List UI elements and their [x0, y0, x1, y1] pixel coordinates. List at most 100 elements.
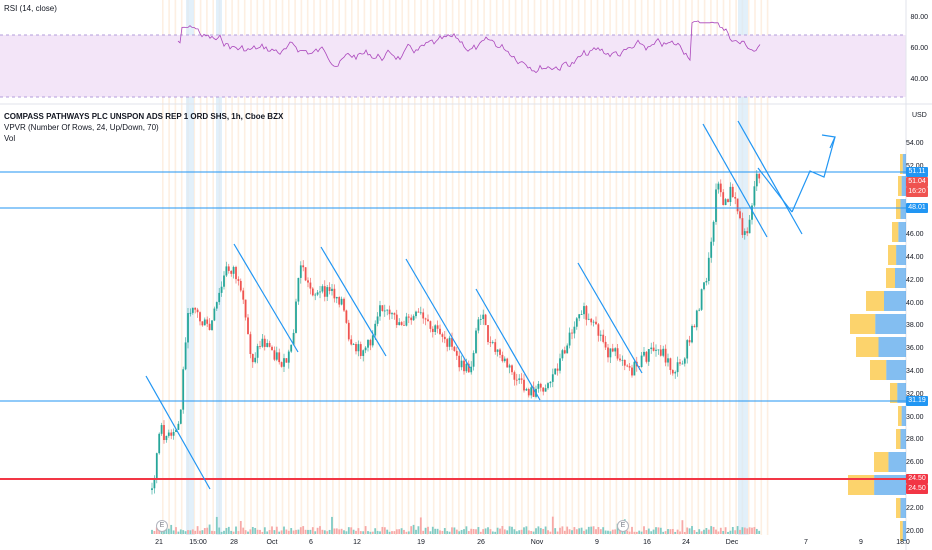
candle-body: [683, 358, 686, 364]
candle-body: [302, 265, 305, 268]
session-stripe: [489, 0, 492, 535]
volume-bar: [561, 526, 564, 534]
candle-body: [153, 477, 156, 489]
candle-body: [203, 319, 206, 326]
vpvr-row: [870, 360, 887, 380]
price-axis-label: 42.00: [906, 276, 924, 284]
candle-body: [299, 265, 302, 278]
trendline[interactable]: [145, 375, 211, 490]
session-stripe: [603, 0, 605, 535]
candle-body: [506, 358, 509, 368]
session-stripe: [262, 0, 265, 535]
candle-body: [518, 378, 521, 380]
rsi-legend[interactable]: RSI (14, close): [4, 4, 57, 13]
volume-bar: [328, 529, 331, 534]
candle-body: [566, 345, 569, 354]
session-stripe: [193, 0, 196, 535]
session-stripe: [565, 0, 567, 535]
candle-body: [638, 366, 641, 368]
session-stripe: [716, 0, 718, 535]
session-stripe: [351, 0, 353, 535]
vpvr-legend[interactable]: VPVR (Number Of Rows, 24, Up/Down, 70): [4, 123, 159, 132]
candle-body: [616, 348, 619, 359]
candle-body: [290, 344, 293, 352]
candle-body: [482, 314, 485, 320]
volume-bar: [715, 529, 717, 534]
candle-body: [626, 365, 629, 367]
earnings-event-icon[interactable]: E: [617, 520, 629, 532]
candle-body: [590, 318, 593, 323]
volume-bar: [729, 530, 732, 534]
volume-bar: [304, 529, 307, 534]
trendline[interactable]: [757, 167, 793, 213]
volume-legend[interactable]: Vol: [4, 134, 16, 143]
candle-body: [712, 221, 715, 242]
volume-bar: [177, 531, 180, 534]
volume-bar: [235, 526, 237, 534]
volume-bar: [448, 531, 451, 534]
projection-path[interactable]: [791, 136, 836, 213]
price-badge-resistance: 51.11: [906, 167, 928, 177]
candle-body: [292, 332, 295, 345]
trendline[interactable]: [320, 246, 387, 357]
volume-bar: [230, 530, 233, 534]
time-axis-label: 16: [643, 539, 651, 546]
volume-bar: [422, 530, 425, 534]
time-axis-label: 15:00: [189, 539, 207, 546]
session-stripe: [250, 0, 252, 535]
trendline[interactable]: [737, 120, 803, 235]
candle-body: [686, 340, 689, 359]
volume-bar: [698, 529, 701, 534]
volume-bar: [223, 530, 225, 534]
volume-bar: [297, 529, 300, 534]
candle-body: [189, 312, 192, 314]
volume-bar: [415, 529, 417, 534]
volume-bar: [237, 531, 240, 534]
trendline[interactable]: [475, 288, 541, 401]
vpvr-row: [875, 314, 906, 334]
currency-label[interactable]: USD: [912, 112, 927, 119]
volume-bar: [626, 530, 629, 534]
trendline[interactable]: [577, 262, 643, 374]
trendline[interactable]: [405, 258, 471, 369]
volume-bar: [331, 516, 333, 534]
candle-body: [424, 318, 427, 320]
candle-body: [285, 358, 288, 363]
candle-body: [532, 387, 535, 397]
volume-bar: [693, 530, 696, 534]
volume-bar: [472, 529, 475, 534]
time-axis-label: 12: [353, 539, 361, 546]
candle-body: [743, 231, 746, 235]
candle-body: [472, 352, 475, 367]
session-stripe: [256, 0, 259, 535]
volume-bar: [431, 526, 434, 534]
candle-body: [388, 309, 391, 315]
candles: [151, 169, 761, 495]
session-stripe: [533, 0, 536, 535]
volume-bar: [532, 531, 535, 534]
candle-body: [362, 350, 365, 356]
candle-body: [633, 361, 636, 376]
candle-body: [700, 289, 703, 310]
volume-bar: [475, 529, 477, 534]
candle-body: [520, 378, 523, 380]
volume-bar: [213, 531, 216, 534]
trendlines[interactable]: [145, 120, 803, 490]
earnings-event-icon[interactable]: E: [156, 520, 168, 532]
trendline[interactable]: [702, 123, 768, 238]
candle-body: [578, 314, 581, 319]
volume-bar: [494, 531, 497, 534]
volume-bar: [722, 530, 725, 534]
volume-bars: [151, 516, 761, 534]
candle-body: [496, 349, 499, 352]
vpvr-row: [896, 245, 906, 265]
trendline[interactable]: [233, 243, 299, 353]
volume-bar: [578, 528, 581, 534]
session-stripe: [766, 0, 769, 535]
price-badge-support: 31.19: [906, 396, 928, 406]
volume-bar: [609, 531, 612, 534]
symbol-title[interactable]: COMPASS PATHWAYS PLC UNSPON ADS REP 1 OR…: [4, 112, 284, 121]
candle-body: [227, 266, 230, 271]
volume-bar: [386, 529, 389, 534]
